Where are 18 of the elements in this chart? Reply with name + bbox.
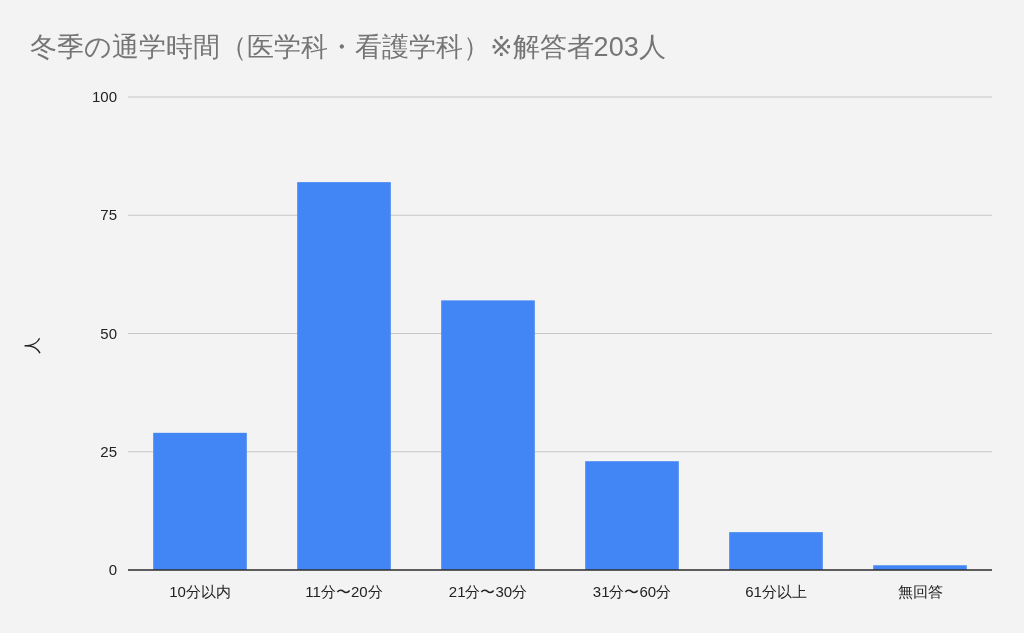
y-tick-label: 0 — [108, 561, 117, 578]
y-axis-title: 人 — [23, 336, 42, 354]
x-tick-label: 無回答 — [897, 583, 943, 600]
y-tick-label: 100 — [91, 88, 117, 105]
x-tick-label: 61分以上 — [745, 583, 807, 600]
x-tick-label: 10分以内 — [169, 583, 231, 600]
y-tick-label: 75 — [100, 206, 117, 224]
bar — [729, 532, 823, 570]
bar — [297, 182, 391, 570]
x-tick-label: 21分〜30分 — [448, 583, 528, 600]
bar — [441, 300, 535, 570]
bar — [153, 432, 247, 570]
y-tick-label: 25 — [100, 442, 117, 460]
x-tick-label: 31分〜60分 — [592, 583, 672, 600]
chart-title: 冬季の通学時間（医学科・看護学科）※解答者203人 — [30, 32, 666, 62]
y-tick-label: 50 — [100, 324, 117, 342]
x-tick-label: 11分〜20分 — [305, 583, 383, 600]
bar — [585, 461, 679, 570]
